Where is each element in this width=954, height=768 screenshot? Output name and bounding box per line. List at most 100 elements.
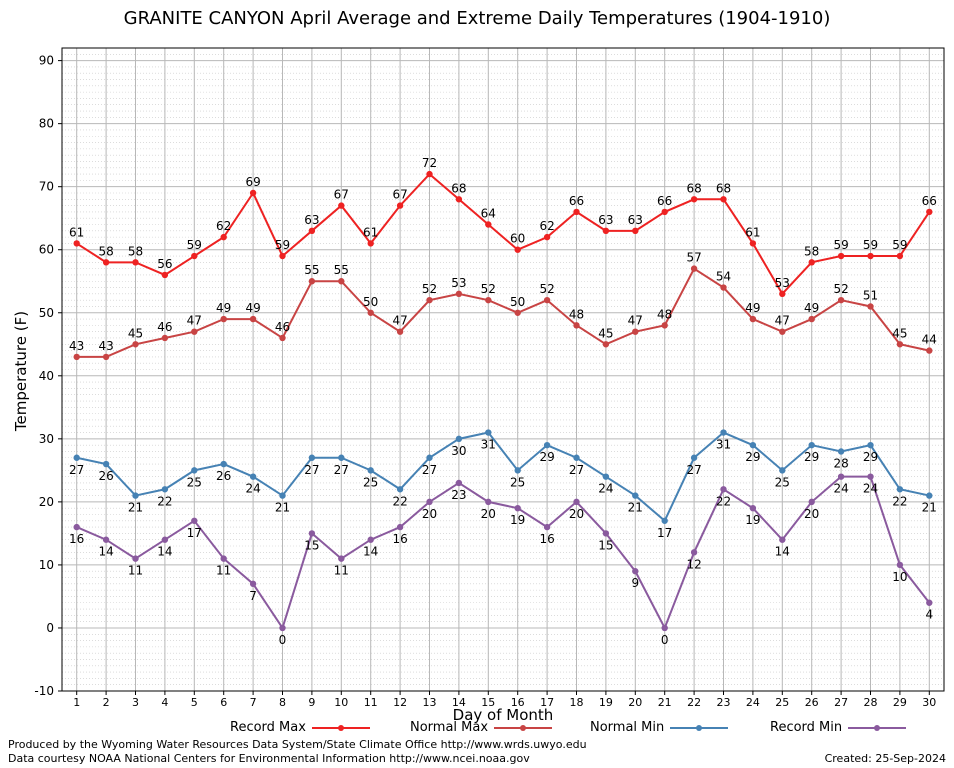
data-point: [308, 227, 316, 235]
data-label: 48: [657, 307, 672, 321]
data-point: [602, 530, 610, 537]
x-tick-label: 23: [717, 696, 731, 709]
data-label: 26: [216, 469, 231, 483]
data-point: [132, 341, 139, 348]
data-point: [602, 341, 610, 348]
data-point: [896, 486, 904, 493]
data-label: 25: [187, 475, 202, 489]
data-label: 63: [598, 213, 613, 227]
data-label: 20: [804, 507, 819, 521]
data-label: 27: [304, 463, 319, 477]
data-point: [632, 492, 639, 499]
data-label: 45: [128, 326, 143, 340]
data-label: 60: [510, 232, 525, 246]
data-label: 55: [304, 263, 319, 277]
data-point: [749, 240, 757, 247]
data-label: 59: [833, 238, 848, 252]
data-point: [573, 454, 580, 461]
data-label: 11: [216, 564, 231, 578]
data-point: [367, 536, 374, 543]
data-point: [191, 467, 198, 474]
data-label: 28: [833, 456, 848, 470]
data-point: [837, 473, 845, 480]
legend-label: Record Min: [770, 720, 843, 735]
data-point: [837, 448, 845, 455]
data-label: 46: [275, 320, 290, 334]
legend-swatch-icon: [848, 724, 907, 731]
x-tick-label: 18: [570, 696, 584, 709]
data-label: 67: [392, 188, 407, 202]
data-label: 59: [892, 238, 907, 252]
data-point: [485, 429, 492, 436]
x-tick-label: 19: [599, 696, 613, 709]
data-point: [661, 322, 668, 329]
data-point: [926, 599, 933, 606]
data-label: 64: [481, 207, 496, 221]
data-point: [73, 240, 80, 247]
data-label: 49: [745, 301, 760, 315]
x-tick-label: 4: [161, 696, 168, 709]
x-tick-label: 5: [191, 696, 198, 709]
data-label: 63: [628, 213, 643, 227]
data-label: 20: [569, 507, 584, 521]
data-point: [161, 536, 169, 543]
data-label: 58: [128, 244, 143, 258]
data-point: [132, 492, 139, 499]
data-point: [396, 523, 404, 531]
data-point: [720, 196, 727, 203]
legend-label: Normal Max: [410, 720, 489, 735]
data-label: 9: [631, 576, 639, 590]
data-point: [161, 334, 169, 342]
x-tick-label: 6: [220, 696, 227, 709]
data-label: 59: [187, 238, 202, 252]
data-label: 16: [392, 532, 407, 546]
data-label: 66: [922, 194, 937, 208]
data-label: 47: [775, 314, 790, 328]
data-point: [102, 460, 110, 468]
legend-item-normal-min: Normal Min: [590, 720, 770, 735]
data-point: [543, 441, 551, 449]
data-point: [73, 523, 80, 531]
data-label: 31: [481, 438, 496, 452]
x-tick-label: 12: [393, 696, 407, 709]
data-label: 43: [98, 339, 113, 353]
x-tick-label: 3: [132, 696, 139, 709]
data-label: 63: [304, 213, 319, 227]
data-label: 29: [804, 450, 819, 464]
data-point: [426, 498, 433, 506]
data-label: 22: [157, 494, 172, 508]
data-point: [543, 233, 551, 241]
data-point: [279, 492, 286, 499]
legend-item-record-max: Record Max: [230, 720, 410, 735]
data-label: 69: [245, 175, 260, 189]
data-label: 49: [216, 301, 231, 315]
data-label: 59: [863, 238, 878, 252]
data-label: 58: [98, 244, 113, 258]
y-tick-label: 20: [39, 495, 54, 509]
x-tick-label: 17: [540, 696, 554, 709]
data-point: [308, 530, 316, 537]
data-label: 46: [157, 320, 172, 334]
footer-produced-by: Produced by the Wyoming Water Resources …: [8, 738, 587, 751]
data-label: 20: [422, 507, 437, 521]
data-point: [455, 435, 463, 443]
data-point: [102, 353, 110, 361]
data-point: [426, 170, 433, 178]
data-label: 61: [745, 225, 760, 239]
y-tick-label: 60: [39, 243, 54, 257]
data-label: 66: [657, 194, 672, 208]
x-tick-label: 22: [687, 696, 701, 709]
data-point: [249, 473, 257, 480]
x-tick-label: 16: [511, 696, 525, 709]
data-point: [779, 328, 786, 335]
x-tick-label: 27: [834, 696, 848, 709]
data-label: 14: [775, 545, 790, 559]
data-point: [308, 278, 316, 285]
data-point: [543, 296, 551, 304]
data-point: [338, 278, 345, 285]
data-point: [720, 486, 727, 493]
data-label: 21: [628, 501, 643, 515]
data-point: [661, 517, 668, 524]
data-label: 49: [245, 301, 260, 315]
